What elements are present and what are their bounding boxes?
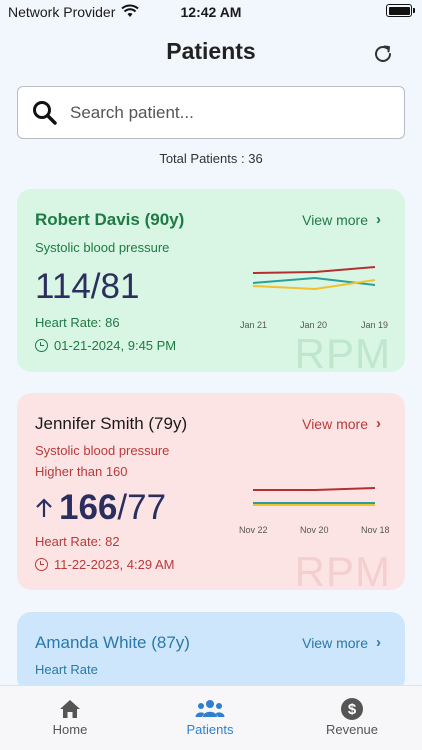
patients-icon (195, 700, 225, 717)
chart-date-label: Nov 20 (300, 525, 329, 535)
tab-patients[interactable]: Patients (160, 696, 260, 737)
view-more-button[interactable]: View more › (302, 634, 381, 651)
wifi-icon (121, 4, 139, 17)
patient-card-robert-davis[interactable]: Robert Davis (90y) View more › Systolic … (17, 189, 405, 372)
rpm-watermark: RPM (294, 330, 391, 372)
view-more-button[interactable]: View more › (302, 415, 381, 432)
metric-label: Systolic blood pressure (35, 240, 170, 255)
chevron-right-icon: › (376, 634, 381, 651)
metric-label: Heart Rate (35, 662, 98, 677)
status-time: 12:42 AM (180, 4, 242, 20)
chart-date-label: Jan 21 (240, 320, 267, 330)
clock-icon (35, 558, 48, 571)
alert-text: Higher than 160 (35, 464, 128, 479)
search-input[interactable] (70, 97, 390, 129)
bottom-tab-bar: Home Patients $ Revenue (0, 685, 422, 750)
timestamp: 11-22-2023, 4:29 AM (35, 557, 174, 572)
bp-trend-sparkline: Jan 21 Jan 20 Jan 19 (240, 266, 388, 330)
tab-home[interactable]: Home (20, 696, 120, 737)
systolic-line (252, 266, 376, 274)
clock-icon (35, 339, 48, 352)
view-more-label: View more (302, 211, 368, 228)
total-patients-count: Total Patients : 36 (159, 151, 263, 166)
diastolic-line (252, 276, 376, 286)
view-more-button[interactable]: View more › (302, 211, 381, 228)
metric-label: Systolic blood pressure (35, 443, 170, 458)
view-more-label: View more (302, 634, 368, 651)
patient-card-jennifer-smith[interactable]: Jennifer Smith (79y) View more › Systoli… (17, 393, 405, 590)
chart-date-label: Jan 19 (361, 320, 388, 330)
tab-label: Revenue (325, 722, 379, 737)
rpm-watermark: RPM (294, 548, 391, 590)
search-bar[interactable] (17, 86, 405, 139)
diastolic-value: /77 (117, 488, 167, 527)
page-title: Patients (166, 38, 256, 64)
patient-name: Robert Davis (90y) (35, 210, 185, 229)
timestamp-text: 01-21-2024, 9:45 PM (54, 338, 177, 353)
tab-revenue[interactable]: $ Revenue (302, 696, 402, 737)
tab-label: Patients (186, 722, 234, 737)
patient-name: Amanda White (87y) (35, 633, 190, 652)
battery-icon (386, 4, 415, 17)
refresh-icon[interactable] (371, 42, 395, 66)
dollar-icon: $ (341, 698, 363, 720)
heart-rate-text: Heart Rate: 86 (35, 315, 120, 330)
arrow-up-icon (36, 498, 52, 517)
timestamp: 01-21-2024, 9:45 PM (35, 338, 176, 353)
systolic-value: 166 (59, 488, 118, 527)
carrier-name: Network Provider (8, 4, 116, 20)
tab-label: Home (52, 722, 88, 737)
status-bar: Network Provider 12:42 AM (0, 0, 422, 24)
patient-card-amanda-white[interactable]: Amanda White (87y) View more › Heart Rat… (17, 612, 405, 692)
svg-text:$: $ (348, 701, 357, 718)
chart-date-label: Nov 22 (239, 525, 268, 535)
heart-rate-line (252, 279, 376, 291)
systolic-line (253, 487, 376, 491)
timestamp-text: 11-22-2023, 4:29 AM (54, 557, 175, 572)
patient-name: Jennifer Smith (79y) (35, 414, 188, 433)
search-icon (33, 101, 57, 125)
view-more-label: View more (302, 415, 368, 432)
chart-date-label: Jan 20 (300, 320, 327, 330)
bp-reading: 166/77 (35, 488, 166, 528)
home-icon (60, 700, 80, 718)
bp-reading: 114/81 (35, 267, 140, 306)
chevron-right-icon: › (376, 415, 381, 432)
chart-date-label: Nov 18 (361, 525, 390, 535)
bp-trend-sparkline: Nov 22 Nov 20 Nov 18 (239, 487, 390, 535)
heart-rate-text: Heart Rate: 82 (35, 534, 120, 549)
chevron-right-icon: › (376, 211, 381, 228)
